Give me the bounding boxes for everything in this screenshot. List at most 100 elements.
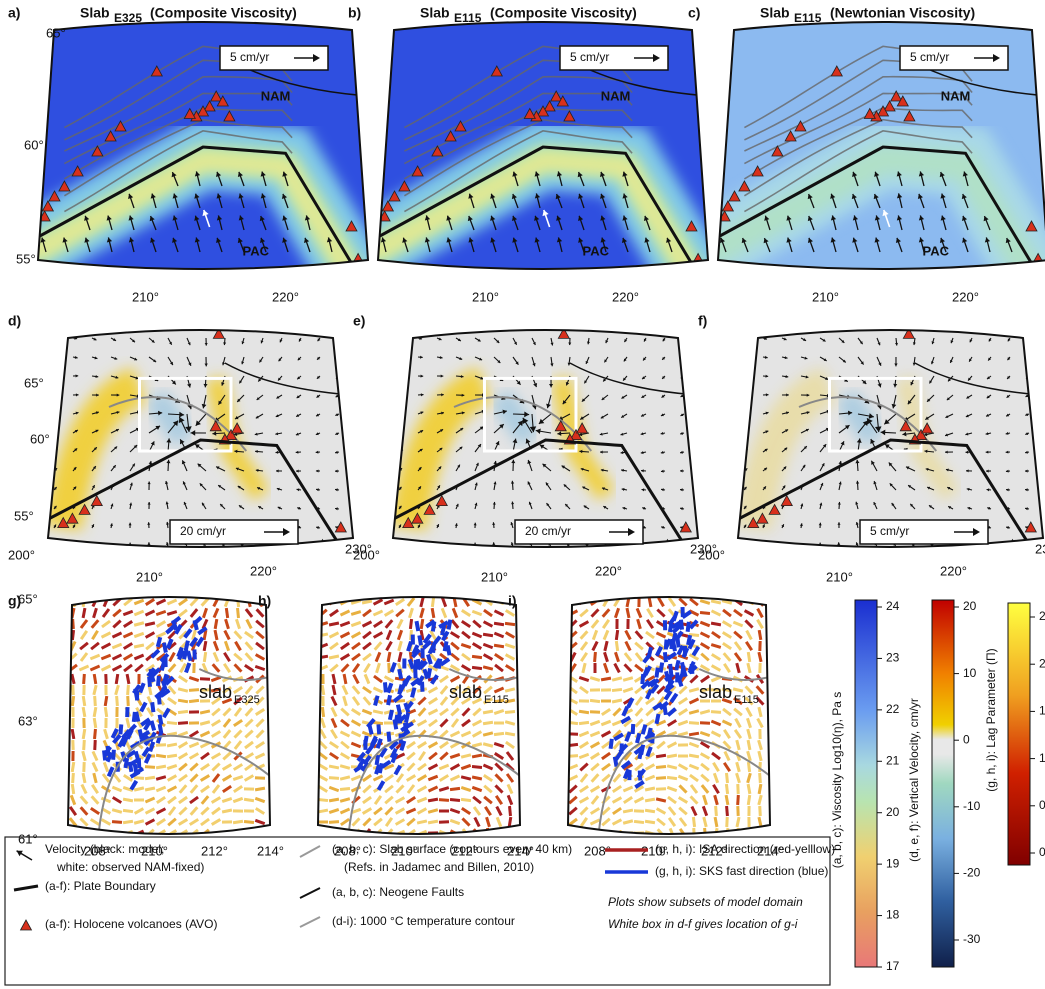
colorbar — [932, 600, 954, 967]
colorbar-tick-label: 21 — [886, 753, 900, 767]
arrow-head — [746, 412, 749, 415]
arrow-head — [762, 543, 765, 546]
colorbar-tick-label: -30 — [963, 932, 981, 946]
sks-direction — [399, 669, 401, 679]
region-label: NAM — [941, 88, 971, 103]
sks-direction — [398, 705, 400, 715]
velocity-arrow — [744, 338, 748, 339]
sks-direction — [380, 763, 382, 773]
panel-title: Slab — [420, 5, 450, 21]
panel-title-sub: E115 — [454, 11, 482, 25]
isa-direction — [167, 733, 177, 735]
colorbar-tick-label: 10 — [963, 666, 977, 680]
isa-direction — [204, 641, 206, 651]
isa-direction — [222, 810, 232, 812]
isa-direction — [483, 722, 493, 724]
sks-direction — [399, 685, 401, 695]
legend-text: (a-f): Plate Boundary — [45, 879, 156, 893]
arrow-head — [743, 543, 746, 546]
velocity-arrow — [763, 543, 765, 547]
isa-direction — [494, 733, 504, 734]
arrow-head — [55, 337, 58, 340]
colorbar-tick-label: 18 — [886, 908, 900, 922]
lon-label: 210° — [812, 289, 839, 304]
velocity-arrow — [681, 357, 684, 360]
isa-direction — [318, 799, 328, 800]
isa-direction — [569, 830, 576, 837]
velocity-arrow — [399, 412, 403, 414]
map-panel — [563, 592, 780, 842]
sks-direction — [611, 739, 612, 749]
isa-direction — [656, 789, 666, 790]
isa-direction — [612, 700, 622, 702]
isa-direction — [472, 755, 482, 757]
sks-direction — [108, 746, 109, 756]
isa-direction — [83, 729, 85, 739]
sks-direction — [136, 712, 138, 722]
sks-direction — [633, 724, 634, 734]
lon-label: 210° — [132, 289, 159, 304]
lon-label: 220° — [612, 289, 639, 304]
isa-direction — [134, 645, 144, 647]
isa-direction — [256, 830, 264, 836]
lon-label: 220° — [940, 563, 967, 578]
isa-direction — [156, 766, 166, 768]
isa-direction — [590, 700, 600, 701]
isa-direction — [322, 707, 323, 717]
isa-direction — [505, 733, 515, 735]
lon-label: 210° — [136, 569, 163, 584]
isa-direction — [373, 711, 383, 713]
isa-direction — [726, 795, 728, 805]
arrow-head — [661, 545, 664, 548]
isa-direction — [510, 806, 511, 816]
velocity-arrow — [335, 545, 339, 547]
sks-direction — [656, 668, 657, 678]
isa-direction — [94, 718, 96, 728]
arrow-head — [53, 543, 56, 546]
arrow-head — [746, 393, 749, 396]
isa-direction — [71, 829, 76, 838]
isa-direction — [318, 634, 328, 636]
isa-direction — [200, 711, 210, 713]
velocity-arrow — [316, 546, 320, 547]
arrow-head — [400, 412, 403, 415]
isa-direction — [117, 696, 118, 706]
sks-direction — [136, 751, 139, 761]
colorbar-tick-label: 1. — [1039, 704, 1045, 718]
isa-direction — [167, 755, 177, 757]
velocity-arrow — [54, 431, 58, 433]
arrow-head — [681, 338, 684, 341]
map-panel — [63, 592, 280, 842]
panel-label: f) — [698, 313, 707, 329]
sks-direction — [377, 755, 379, 765]
arrow-head — [1027, 338, 1030, 341]
isa-direction — [178, 723, 188, 724]
isa-direction — [245, 830, 253, 835]
legend-text: (d-i): 1000 °C temperature contour — [332, 914, 515, 928]
lon-label: 210° — [481, 569, 508, 584]
isa-direction — [318, 656, 328, 658]
isa-direction — [432, 608, 434, 618]
sks-direction — [419, 635, 421, 645]
isa-direction — [667, 777, 677, 778]
isa-direction — [145, 777, 155, 778]
sks-direction — [666, 640, 667, 650]
arrow-head — [401, 374, 404, 377]
isa-direction — [116, 674, 118, 684]
isa-direction — [83, 597, 85, 607]
lon-label: 200° — [353, 547, 380, 562]
isa-direction — [329, 623, 339, 625]
colorbar-label: (g, h, i): Lag Parameter (Π) — [984, 648, 998, 791]
colorbar-tick-label: 0 — [963, 732, 970, 746]
isa-direction — [145, 767, 155, 768]
isa-direction — [215, 619, 217, 629]
slab-label-sub: E325 — [234, 694, 260, 706]
velocity-arrow — [297, 545, 301, 547]
lon-label: 220° — [595, 563, 622, 578]
isa-direction — [737, 817, 739, 827]
arrow-head — [55, 356, 58, 359]
isa-direction — [759, 652, 761, 662]
isa-direction — [726, 773, 727, 783]
colorbar-tick-label: 2. — [1039, 609, 1045, 623]
isa-direction — [329, 778, 339, 779]
